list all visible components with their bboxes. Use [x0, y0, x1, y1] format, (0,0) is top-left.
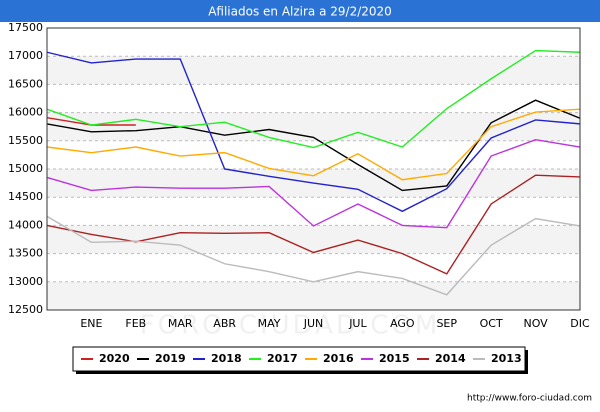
x-tick-label: SEP	[436, 317, 457, 330]
legend-label: 2017	[267, 352, 298, 365]
y-tick-label: 17500	[8, 21, 43, 34]
y-tick-label: 13500	[8, 247, 43, 260]
grid-band	[47, 56, 580, 85]
y-tick-label: 14000	[8, 218, 43, 231]
grid-band	[47, 225, 580, 254]
y-tick-label: 17000	[8, 49, 43, 62]
chart-title: Afiliados en Alzira a 29/2/2020	[208, 5, 392, 19]
legend-label: 2019	[155, 352, 186, 365]
y-tick-label: 14500	[8, 190, 43, 203]
y-tick-label: 15500	[8, 134, 43, 147]
series-line	[46, 215, 581, 296]
y-tick-label: 16000	[8, 106, 43, 119]
series-line	[46, 51, 581, 213]
legend	[72, 346, 526, 372]
plot-frame	[46, 27, 581, 311]
legend-label: 2016	[323, 352, 354, 365]
series-line	[46, 99, 581, 192]
legend-label: 2013	[491, 352, 522, 365]
legend-label: 2020	[99, 352, 130, 365]
legend-label: 2015	[379, 352, 410, 365]
legend-label: 2018	[211, 352, 242, 365]
x-tick-label: OCT	[480, 317, 503, 330]
y-tick-label: 12500	[8, 303, 43, 316]
source: http://www.foro-ciudad.com	[467, 394, 592, 404]
series-line	[46, 138, 581, 229]
x-tick-label: JUN	[303, 317, 324, 330]
x-tick-label: DIC	[570, 317, 590, 330]
x-tick-label: NOV	[523, 317, 548, 330]
y-tick-label: 15000	[8, 162, 43, 175]
watermark: FORO-CIUDAD.COM	[140, 311, 441, 341]
series-line	[46, 108, 581, 181]
title-bar	[0, 0, 600, 22]
x-tick-label: FEB	[125, 317, 146, 330]
grid-band	[47, 281, 580, 310]
y-tick-label: 13000	[8, 275, 43, 288]
series-line	[46, 49, 581, 149]
x-tick-label: ABR	[213, 317, 236, 330]
x-tick-label: MAY	[258, 317, 281, 330]
y-tick-label: 16500	[8, 77, 43, 90]
x-tick-label: ENE	[80, 317, 102, 330]
legend-label: 2014	[435, 352, 466, 365]
x-tick-label: MAR	[168, 317, 193, 330]
grid-band	[47, 112, 580, 141]
x-tick-label: JUL	[348, 317, 367, 330]
x-tick-label: AGO	[390, 317, 415, 330]
